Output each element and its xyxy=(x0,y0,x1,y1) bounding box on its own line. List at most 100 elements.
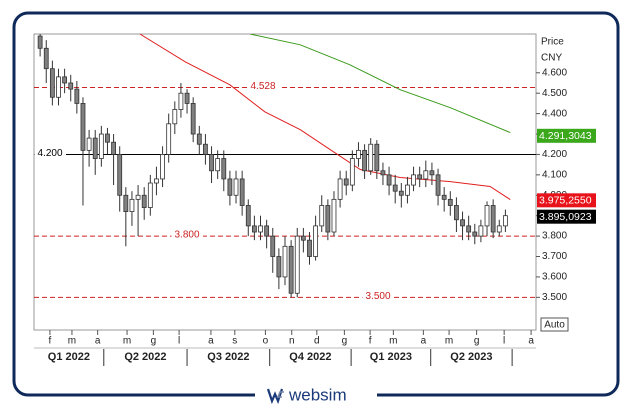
candle-body xyxy=(417,174,423,180)
price-badge xyxy=(537,128,596,143)
candle-body xyxy=(68,82,74,90)
x-tick-label: l xyxy=(178,336,180,347)
x-tick-label: d xyxy=(314,336,320,347)
candle-body xyxy=(362,149,367,172)
candle-body xyxy=(337,178,343,200)
candle-body xyxy=(129,198,135,213)
candle-body xyxy=(74,88,80,104)
candle-body xyxy=(43,47,49,70)
candle-body xyxy=(172,109,178,125)
candle-body xyxy=(435,174,441,196)
candle-body xyxy=(368,143,374,172)
x-tick-label: f xyxy=(49,336,52,347)
level-label: 4.528 xyxy=(250,81,275,92)
brand: websim xyxy=(288,385,347,404)
candle-body xyxy=(141,194,147,208)
candle-body xyxy=(398,190,404,196)
plot-area xyxy=(33,33,537,331)
candle-body xyxy=(56,76,61,98)
candle-body xyxy=(245,205,251,227)
candle-body xyxy=(411,174,416,186)
level-label-bg xyxy=(34,148,66,160)
quarter-label: Q1 2023 xyxy=(370,351,412,363)
y-tick-label: 3.500 xyxy=(542,292,567,303)
candle-body xyxy=(300,235,306,241)
auto-button[interactable] xyxy=(540,317,569,332)
candle-body xyxy=(251,225,257,233)
plot xyxy=(34,34,536,298)
y-tick-label: 3.800 xyxy=(542,231,567,242)
candle-body xyxy=(135,194,141,200)
x-tick-label: f xyxy=(369,336,372,347)
candle-body xyxy=(349,158,355,186)
candle-body xyxy=(343,178,349,186)
candle-body xyxy=(331,198,337,233)
candle-body xyxy=(190,103,196,135)
auto-label[interactable]: Auto xyxy=(544,320,565,331)
candle-body xyxy=(203,143,208,155)
brand-bg xyxy=(255,386,377,406)
candle-body xyxy=(319,205,325,227)
level-label: 4.200 xyxy=(37,148,62,159)
brand-icon xyxy=(266,388,284,405)
candle-body xyxy=(294,235,300,294)
x-tick-label: m xyxy=(389,336,397,347)
candle-body xyxy=(160,154,165,180)
candle-body xyxy=(466,225,472,233)
candle-body xyxy=(405,184,410,196)
x-tick-label: g xyxy=(151,336,157,347)
moving-average xyxy=(249,34,511,134)
x-tick-label: a xyxy=(208,336,214,347)
candle-body xyxy=(196,133,202,145)
candle-body xyxy=(356,149,361,159)
x-tick-label: l xyxy=(503,336,505,347)
candle-body xyxy=(184,92,190,104)
x-tick-label: g xyxy=(342,336,348,347)
candle-body xyxy=(80,103,86,151)
x-tick-label: n xyxy=(289,336,295,347)
candle-body xyxy=(233,178,239,196)
candle-body xyxy=(215,158,221,172)
candle-body xyxy=(282,245,288,278)
x-tick-label: a xyxy=(95,336,101,347)
candle-body xyxy=(441,194,447,200)
candle-body xyxy=(429,170,435,176)
price-badge-label: 4.291,3043 xyxy=(539,130,592,142)
candle-body xyxy=(111,141,116,155)
candle-body xyxy=(288,245,294,294)
candle-body xyxy=(49,68,55,98)
candle-body xyxy=(154,178,159,184)
level-label-bg xyxy=(247,81,279,93)
candle-body xyxy=(178,92,184,110)
candle-body xyxy=(105,133,110,143)
candle-body xyxy=(147,182,153,208)
y-axis-title: Price xyxy=(541,37,564,48)
moving-average xyxy=(139,34,511,201)
candle-body xyxy=(209,154,214,172)
x-tick-label: g xyxy=(474,336,480,347)
y-tick-label: 4.100 xyxy=(542,169,567,180)
candle-body xyxy=(454,205,459,221)
candle-body xyxy=(325,205,331,233)
price-badge-label: 3.895,0923 xyxy=(539,211,592,223)
candle-body xyxy=(374,143,380,172)
candle-body xyxy=(423,170,429,180)
candle-body xyxy=(478,225,484,237)
candle-body xyxy=(62,76,68,84)
level-label: 3.800 xyxy=(174,230,199,241)
price-badge xyxy=(537,193,596,208)
quarter-label: Q1 2022 xyxy=(48,351,90,363)
x-tick-label: s xyxy=(232,336,237,347)
y-tick-label: 3.600 xyxy=(542,272,567,283)
x-tick-label: a xyxy=(528,336,534,347)
y-tick-label: 4.200 xyxy=(542,149,567,160)
candle-body xyxy=(472,231,478,237)
candle-body xyxy=(117,154,123,196)
candle-body xyxy=(86,137,92,151)
quarter-label: Q3 2022 xyxy=(207,351,249,363)
quarter-label: Q2 2022 xyxy=(124,351,166,363)
candle-body xyxy=(123,194,129,213)
candle-body xyxy=(264,225,270,237)
y-tick-label: 3.700 xyxy=(542,251,567,262)
